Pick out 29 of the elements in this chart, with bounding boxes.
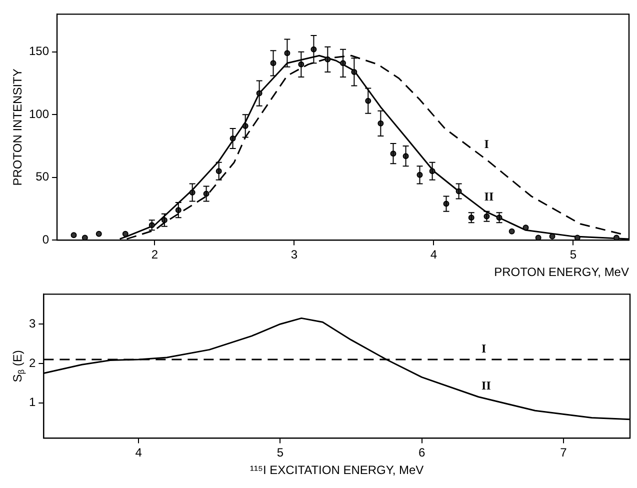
- series-label: I: [484, 137, 490, 152]
- x-tick-label: 3: [290, 248, 298, 262]
- x-tick-label: 7: [560, 446, 568, 460]
- y-tick-label: 3: [28, 316, 36, 330]
- x-axis-title: ¹¹⁵I EXCITATION ENERGY, MeV: [250, 463, 424, 478]
- y-axis-title: Sβ (E): [10, 350, 26, 382]
- series-label: II: [484, 190, 494, 204]
- point: [508, 228, 515, 234]
- point: [122, 230, 128, 237]
- point: [535, 234, 542, 240]
- x-tick-label: 6: [418, 446, 426, 460]
- x-tick-label: 5: [570, 248, 577, 262]
- y-axis-title: PROTON INTENSITY: [10, 68, 24, 186]
- series-label: II: [482, 378, 492, 393]
- x-tick-label: 4: [430, 248, 438, 262]
- y-tick-label: 100: [28, 106, 50, 121]
- x-tick-label: 2: [151, 248, 158, 262]
- y-tick-label: 1: [28, 395, 36, 410]
- y-tick-label: 50: [36, 170, 50, 184]
- y-tick-label: 150: [28, 44, 50, 58]
- series-label: I: [482, 342, 487, 356]
- point: [96, 230, 102, 237]
- y-tick-label: 2: [28, 356, 36, 370]
- x-tick-label: 4: [135, 446, 142, 460]
- y-tick-label: 0: [42, 232, 50, 247]
- x-axis-title: PROTON ENERGY, MeV: [494, 265, 629, 280]
- point: [522, 224, 529, 231]
- point: [70, 232, 77, 238]
- x-tick-label: 5: [276, 446, 284, 460]
